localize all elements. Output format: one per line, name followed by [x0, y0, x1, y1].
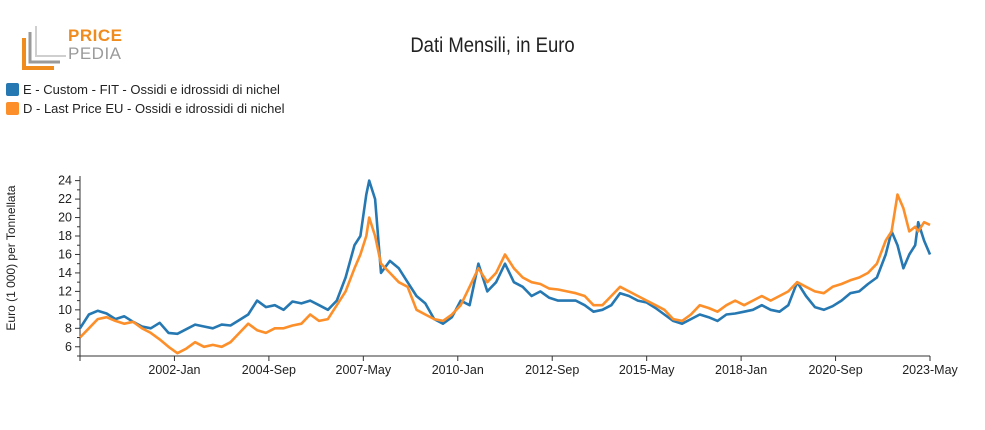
x-tick-label: 2023-May	[902, 363, 958, 377]
x-tick-label: 2015-May	[619, 363, 675, 377]
legend-label-series-d: D - Last Price EU - Ossidi e idrossidi d…	[23, 101, 285, 116]
pricepedia-logo-mark-icon	[22, 26, 66, 70]
y-tick-label: 16	[58, 247, 72, 261]
y-tick-label: 20	[58, 211, 72, 225]
logo-text-price: PRICE	[68, 26, 123, 45]
pricepedia-logo: PRICE PEDIA	[18, 24, 128, 74]
y-tick-label: 8	[65, 321, 72, 335]
x-tick-label: 2007-May	[336, 363, 392, 377]
legend-item-series-d[interactable]: D - Last Price EU - Ossidi e idrossidi d…	[6, 101, 285, 116]
legend-swatch-series-e	[6, 83, 19, 96]
legend-item-series-e[interactable]: E - Custom - FIT - Ossidi e idrossidi di…	[6, 82, 280, 97]
x-tick-label: 2018-Jan	[715, 363, 767, 377]
x-tick-label: 2020-Sep	[808, 363, 862, 377]
y-tick-label: 6	[65, 340, 72, 354]
y-tick-label: 24	[58, 174, 72, 188]
y-axis-label: Euro (1 000) per Tonnellata	[4, 185, 18, 331]
legend-label-series-e: E - Custom - FIT - Ossidi e idrossidi di…	[23, 82, 280, 97]
y-tick-label: 18	[58, 229, 72, 243]
x-tick-label: 2002-Jan	[148, 363, 200, 377]
series-line-e-custom-fit[interactable]	[78, 179, 932, 336]
y-tick-label: 22	[58, 192, 72, 206]
y-tick-label: 12	[58, 284, 72, 298]
logo-text-pedia: PEDIA	[68, 44, 122, 63]
y-tick-label: 10	[58, 303, 72, 317]
x-tick-label: 2010-Jan	[432, 363, 484, 377]
chart-title: Dati Mensili, in Euro	[410, 34, 575, 57]
x-tick-label: 2012-Sep	[525, 363, 579, 377]
y-tick-label: 14	[58, 266, 72, 280]
series-line-d-last-price-eu[interactable]	[79, 193, 931, 355]
legend-swatch-series-d	[6, 102, 19, 115]
x-tick-label: 2004-Sep	[242, 363, 296, 377]
